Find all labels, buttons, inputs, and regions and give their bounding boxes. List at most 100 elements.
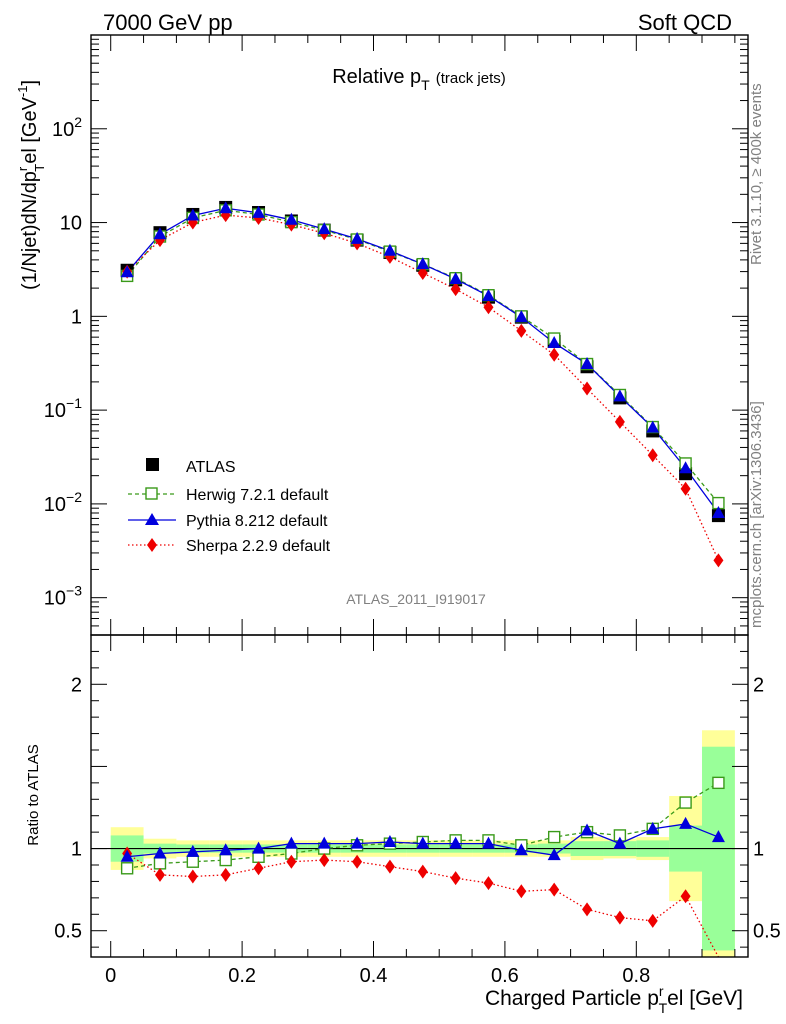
ratio-point-pythia — [646, 821, 660, 834]
ratio-series — [120, 776, 725, 958]
ratio-y-axis: 2 2 1 1 0.5 0.5 — [54, 650, 781, 948]
data-point-pythia — [580, 357, 594, 370]
ratio-point-pythia — [679, 816, 693, 829]
ylabel-sup: r — [15, 166, 30, 171]
plot-title: Relative pT (track jets) — [332, 66, 506, 93]
data-point-pythia — [711, 505, 725, 518]
mcplots-reference-label: mcplots.cern.ch [arXiv:1306.3436] — [748, 401, 765, 628]
x-axis: 0 0.2 0.4 0.6 0.8 — [105, 635, 736, 987]
ratio-point-sherpa — [549, 882, 560, 897]
main-series — [120, 200, 725, 568]
data-point-sherpa — [680, 481, 691, 496]
ratio-point-sherpa — [154, 867, 165, 882]
main-y-tick-label: 1 — [71, 306, 82, 328]
ratio-y-tick-label: 0.5 — [54, 921, 82, 943]
data-point-pythia — [679, 461, 693, 474]
main-x-ticks — [110, 35, 736, 635]
ratio-point-sherpa — [516, 884, 527, 899]
data-point-pythia — [252, 205, 266, 218]
ratio-plot-frame — [90, 634, 749, 958]
ratio-point-pythia — [449, 836, 463, 849]
ratio-point-pythia — [547, 848, 561, 861]
ratio-point-sherpa — [680, 889, 691, 904]
ratio-point-sherpa — [483, 876, 494, 891]
ratio-point-sherpa — [352, 854, 363, 869]
data-point-pythia — [153, 227, 167, 240]
data-point-pythia — [350, 231, 364, 244]
data-point-sherpa — [417, 265, 428, 280]
ratio-point-pythia — [284, 836, 298, 849]
ratio-point-sherpa — [286, 854, 297, 869]
ratio-point-sherpa — [187, 869, 198, 884]
data-point-pythia — [646, 420, 660, 433]
data-point-sherpa — [450, 282, 461, 297]
plot-title-main: Relative p — [332, 66, 421, 88]
main-y-tick-label: 10−1 — [44, 395, 82, 422]
data-point-pythia — [547, 335, 561, 348]
legend-marker-sherpa — [147, 538, 157, 552]
legend-label-pythia: Pythia 8.212 default — [186, 513, 328, 530]
ratio-y-tick-label: 1 — [71, 839, 82, 861]
ratio-point-pythia — [153, 846, 167, 859]
ratio-y-axis-label: Ratio to ATLAS — [25, 744, 42, 845]
main-y-tick-label: 10−3 — [44, 583, 82, 610]
main-y-axis-label: (1/Njet)dN/dpr Tel [GeV-1] — [15, 80, 47, 290]
header-right: Soft QCD — [638, 10, 732, 35]
ratio-point-pythia — [350, 836, 364, 849]
ratio-point-pythia — [317, 836, 331, 849]
ratio-point-sherpa — [384, 859, 395, 874]
ratio-y-tick-label-right: 2 — [753, 674, 764, 696]
ratio-point-herwig — [120, 862, 134, 875]
ratio-y-tick-label-right: 0.5 — [753, 921, 781, 943]
main-y-tick-label: 102 — [52, 114, 82, 141]
data-point-pythia — [284, 212, 298, 225]
data-point-sherpa — [647, 448, 658, 463]
data-point-sherpa — [582, 381, 593, 396]
data-point-pythia — [120, 265, 134, 278]
data-point-sherpa — [614, 414, 625, 429]
ratio-point-sherpa — [450, 871, 461, 886]
data-point-pythia — [449, 272, 463, 285]
xlabel-end: el [GeV] — [667, 987, 743, 1010]
data-point-pythia — [613, 389, 627, 402]
ratio-point-sherpa — [647, 913, 658, 928]
ratio-point-herwig — [679, 796, 692, 809]
ratio-y-tick-label: 2 — [71, 674, 82, 696]
ratio-point-pythia — [514, 843, 528, 856]
ratio-panel: 2 21 10.5 0.5 0 0.2 0.4 0.6 0.8 Ratio to ATLAS … — [25, 634, 781, 1016]
ratio-point-pythia — [613, 836, 627, 849]
main-y-tick-label: 10−2 — [44, 489, 82, 516]
ratio-point-herwig — [547, 830, 561, 844]
xlabel-sub: T — [659, 1000, 668, 1016]
legend-label-atlas: ATLAS — [186, 459, 236, 476]
data-point-sherpa — [549, 347, 560, 362]
x-tick-label: 0.8 — [622, 965, 650, 987]
ylabel-sub: T — [32, 164, 47, 172]
data-point-sherpa — [384, 249, 395, 264]
ratio-point-herwig — [219, 853, 232, 867]
ratio-point-sherpa — [319, 853, 330, 868]
ratio-point-pythia — [186, 844, 200, 857]
ratio-point-sherpa — [417, 864, 428, 879]
plot-title-subscript: T — [421, 77, 430, 93]
ratio-point-sherpa — [220, 867, 231, 882]
data-point-pythia — [514, 310, 528, 323]
header-left: 7000 GeV pp — [103, 10, 233, 35]
ratio-point-pythia — [120, 849, 134, 862]
ratio-point-pythia — [252, 841, 266, 854]
ylabel-unit-sup: -1 — [15, 86, 30, 98]
ratio-point-pythia — [219, 843, 233, 856]
ratio-point-sherpa — [253, 861, 264, 876]
ratio-point-pythia — [580, 823, 594, 836]
x-tick-label: 0 — [105, 965, 116, 987]
legend-marker-pythia — [145, 513, 159, 525]
data-point-pythia — [481, 288, 495, 301]
ratio-point-herwig — [153, 857, 167, 870]
ratio-point-pythia — [711, 830, 725, 843]
legend-marker-atlas — [146, 458, 159, 471]
legend: ATLAS Herwig 7.2.1 default Pythia 8.212 … — [128, 458, 331, 555]
x-tick-label: 0.4 — [360, 965, 388, 987]
legend-marker-herwig — [145, 487, 158, 500]
